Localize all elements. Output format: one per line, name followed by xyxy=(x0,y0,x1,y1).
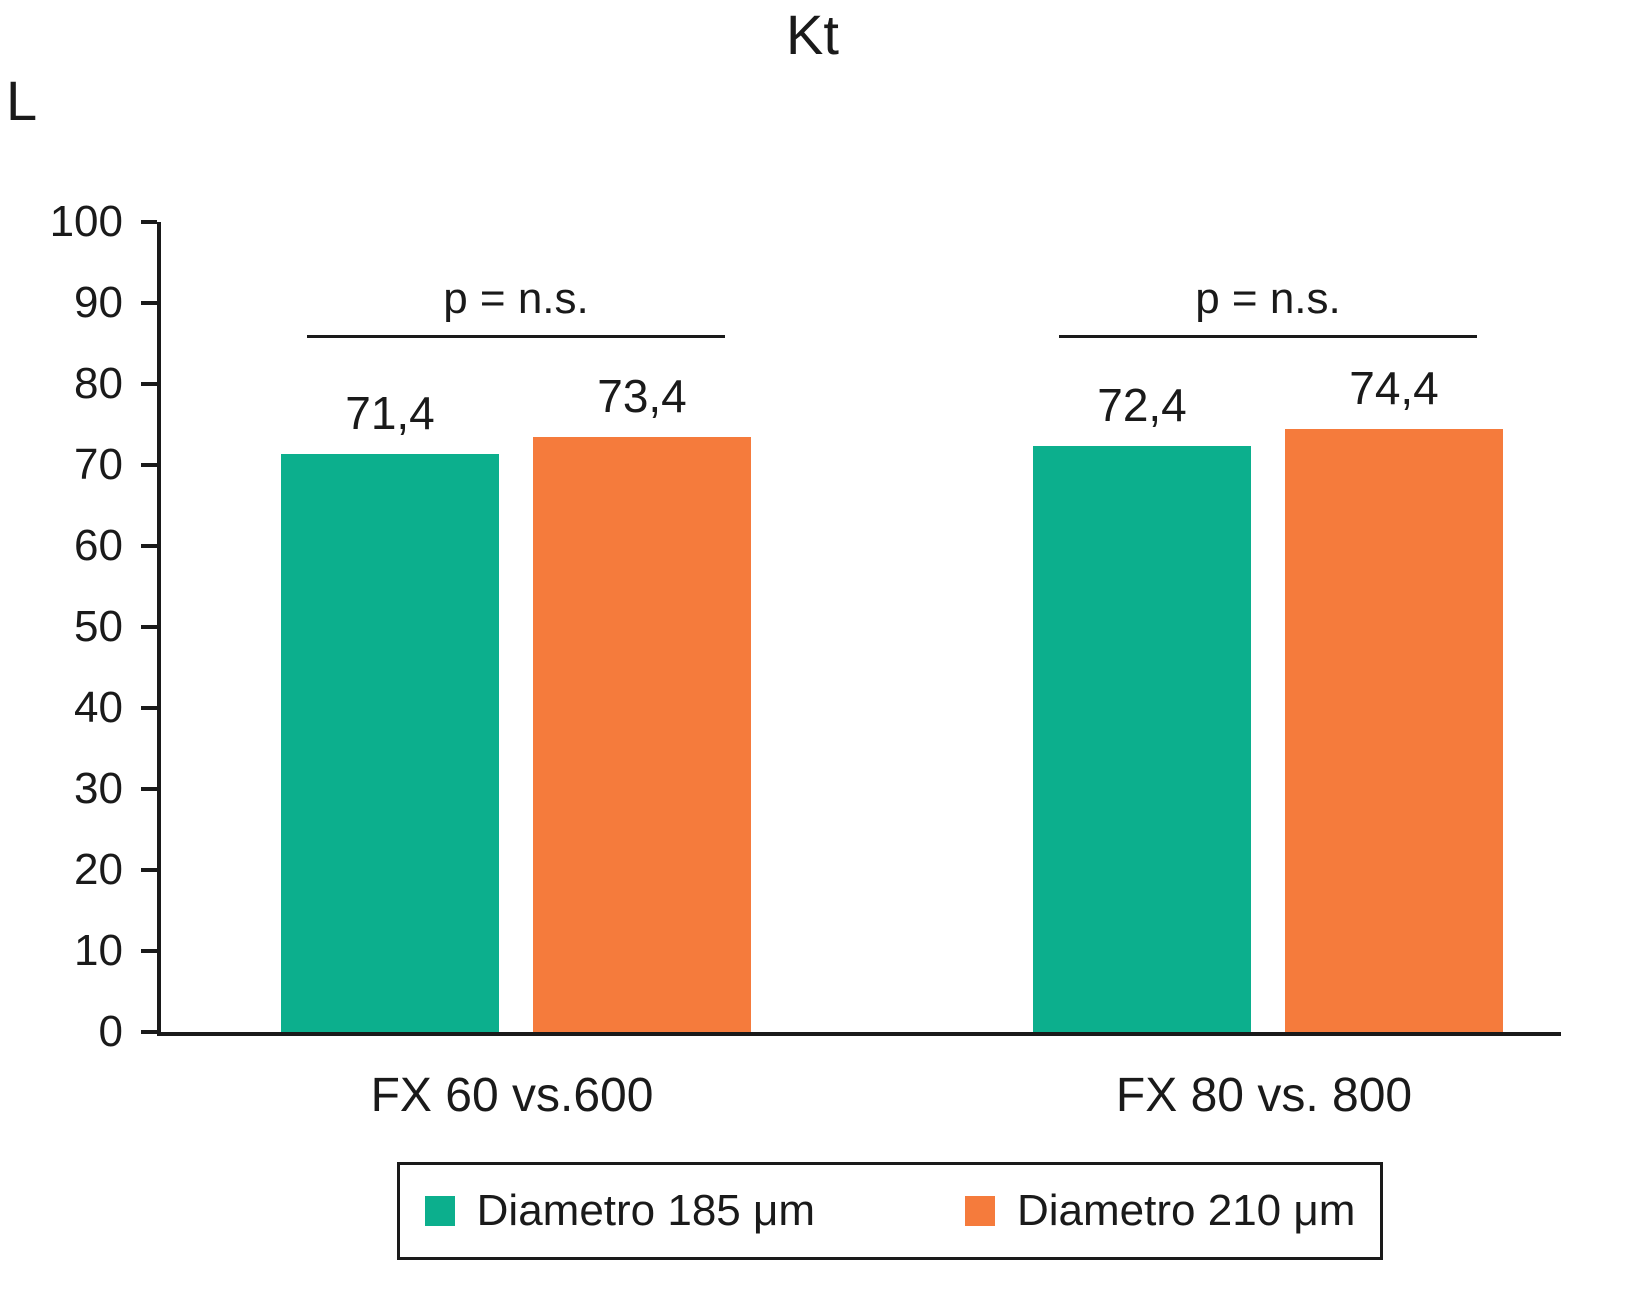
legend-item: Diametro 185 μm xyxy=(424,1186,815,1236)
bar-value-label: 71,4 xyxy=(345,386,435,439)
significance-label: p = n.s. xyxy=(443,274,589,323)
bar-group: p = n.s. 72,4 74,4 xyxy=(1033,222,1503,1032)
y-tick-label: 60 xyxy=(74,521,123,570)
legend: Diametro 185 μm Diametro 210 μm xyxy=(397,1162,1383,1260)
y-tick-mark xyxy=(141,787,157,791)
y-tick-mark xyxy=(141,544,157,548)
y-tick-mark xyxy=(141,220,157,224)
legend-label: Diametro 210 μm xyxy=(1017,1186,1356,1235)
chart-title: Kt xyxy=(786,3,839,66)
legend-item: Diametro 210 μm xyxy=(965,1186,1355,1236)
y-axis-unit-label: L xyxy=(6,69,38,132)
bar xyxy=(533,437,751,1032)
y-tick-mark xyxy=(141,868,157,872)
bar xyxy=(1285,429,1503,1032)
category-label: FX 80 vs. 800 xyxy=(1115,1069,1413,1122)
bar-value-label: 73,4 xyxy=(597,370,687,423)
significance-label: p = n.s. xyxy=(1195,274,1341,323)
y-tick-label: 40 xyxy=(74,683,123,732)
y-tick-label: 90 xyxy=(74,278,123,327)
y-tick-label: 50 xyxy=(74,602,123,651)
y-tick-mark xyxy=(141,625,157,629)
legend-label: Diametro 185 μm xyxy=(476,1186,815,1235)
y-tick-mark xyxy=(141,949,157,953)
y-tick-mark xyxy=(141,706,157,710)
y-tick-label: 30 xyxy=(74,764,123,813)
y-axis: 0 10 20 30 40 50 60 70 80 90 100 xyxy=(0,200,157,1054)
plot-area: p = n.s. 71,4 73,4 p = n.s. 72,4 74,4 xyxy=(157,222,1561,1036)
y-tick-label: 0 xyxy=(98,1007,123,1056)
y-tick-label: 100 xyxy=(49,197,123,246)
bar xyxy=(1033,445,1251,1032)
y-tick-label: 10 xyxy=(74,926,123,975)
bar-value-label: 72,4 xyxy=(1097,378,1187,431)
y-tick-label: 70 xyxy=(74,440,123,489)
bar-value-label: 74,4 xyxy=(1349,362,1439,415)
bar-group: p = n.s. 71,4 73,4 xyxy=(281,222,751,1032)
y-tick-mark xyxy=(141,301,157,305)
category-label: FX 60 vs.600 xyxy=(370,1069,654,1122)
bar xyxy=(281,453,499,1032)
significance-line xyxy=(1059,335,1477,338)
y-tick-mark xyxy=(141,382,157,386)
y-tick-label: 80 xyxy=(74,359,123,408)
y-tick-mark xyxy=(141,463,157,467)
y-tick-mark xyxy=(141,1030,157,1034)
y-tick-label: 20 xyxy=(74,845,123,894)
legend-swatch xyxy=(424,1196,455,1226)
significance-line xyxy=(307,335,725,338)
legend-swatch xyxy=(965,1196,995,1226)
